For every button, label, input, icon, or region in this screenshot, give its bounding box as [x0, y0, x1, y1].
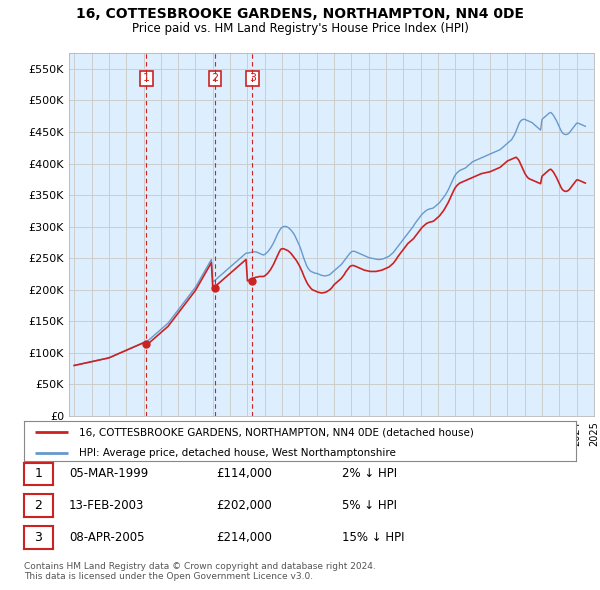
- Text: £214,000: £214,000: [216, 531, 272, 544]
- Text: HPI: Average price, detached house, West Northamptonshire: HPI: Average price, detached house, West…: [79, 448, 396, 458]
- Text: 5% ↓ HPI: 5% ↓ HPI: [342, 499, 397, 512]
- Text: 2: 2: [34, 499, 43, 512]
- Text: 3: 3: [34, 531, 43, 544]
- Text: 2: 2: [211, 74, 218, 84]
- Text: 3: 3: [249, 74, 256, 84]
- Text: Contains HM Land Registry data © Crown copyright and database right 2024.
This d: Contains HM Land Registry data © Crown c…: [24, 562, 376, 581]
- Text: 16, COTTESBROOKE GARDENS, NORTHAMPTON, NN4 0DE (detached house): 16, COTTESBROOKE GARDENS, NORTHAMPTON, N…: [79, 427, 474, 437]
- Text: 16, COTTESBROOKE GARDENS, NORTHAMPTON, NN4 0DE: 16, COTTESBROOKE GARDENS, NORTHAMPTON, N…: [76, 7, 524, 21]
- Text: 08-APR-2005: 08-APR-2005: [69, 531, 145, 544]
- Text: £202,000: £202,000: [216, 499, 272, 512]
- Text: Price paid vs. HM Land Registry's House Price Index (HPI): Price paid vs. HM Land Registry's House …: [131, 22, 469, 35]
- Text: 13-FEB-2003: 13-FEB-2003: [69, 499, 145, 512]
- Text: 1: 1: [34, 467, 43, 480]
- Text: 15% ↓ HPI: 15% ↓ HPI: [342, 531, 404, 544]
- Text: 2% ↓ HPI: 2% ↓ HPI: [342, 467, 397, 480]
- Text: 05-MAR-1999: 05-MAR-1999: [69, 467, 148, 480]
- Text: 1: 1: [143, 74, 150, 84]
- Text: £114,000: £114,000: [216, 467, 272, 480]
